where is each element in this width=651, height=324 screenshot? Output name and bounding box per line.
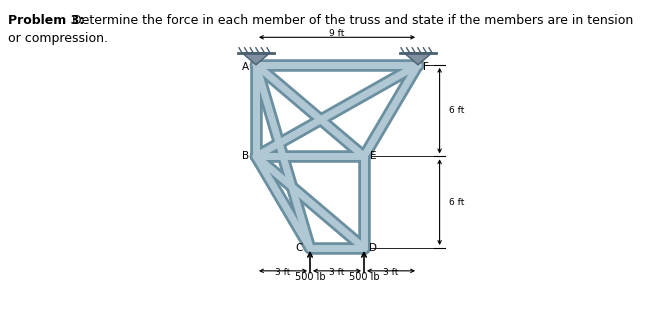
Text: 3 ft: 3 ft [383,268,398,277]
Text: 3 ft: 3 ft [275,268,291,277]
Text: Determine the force in each member of the truss and state if the members are in : Determine the force in each member of th… [68,14,633,27]
Text: 3 ft: 3 ft [329,268,344,277]
Text: or compression.: or compression. [8,32,108,45]
Text: 500 lb: 500 lb [349,272,380,282]
Polygon shape [242,53,270,65]
Text: 500 lb: 500 lb [295,272,326,282]
Text: D: D [370,243,378,253]
Text: 6 ft: 6 ft [449,198,464,207]
Text: Problem 3:: Problem 3: [8,14,84,27]
Text: B: B [242,151,249,161]
Text: E: E [370,151,377,161]
Text: 9 ft: 9 ft [329,29,344,38]
Text: 6 ft: 6 ft [449,106,464,115]
Text: A: A [242,62,249,72]
Text: C: C [296,243,303,253]
Polygon shape [404,53,432,65]
Text: F: F [423,62,429,72]
